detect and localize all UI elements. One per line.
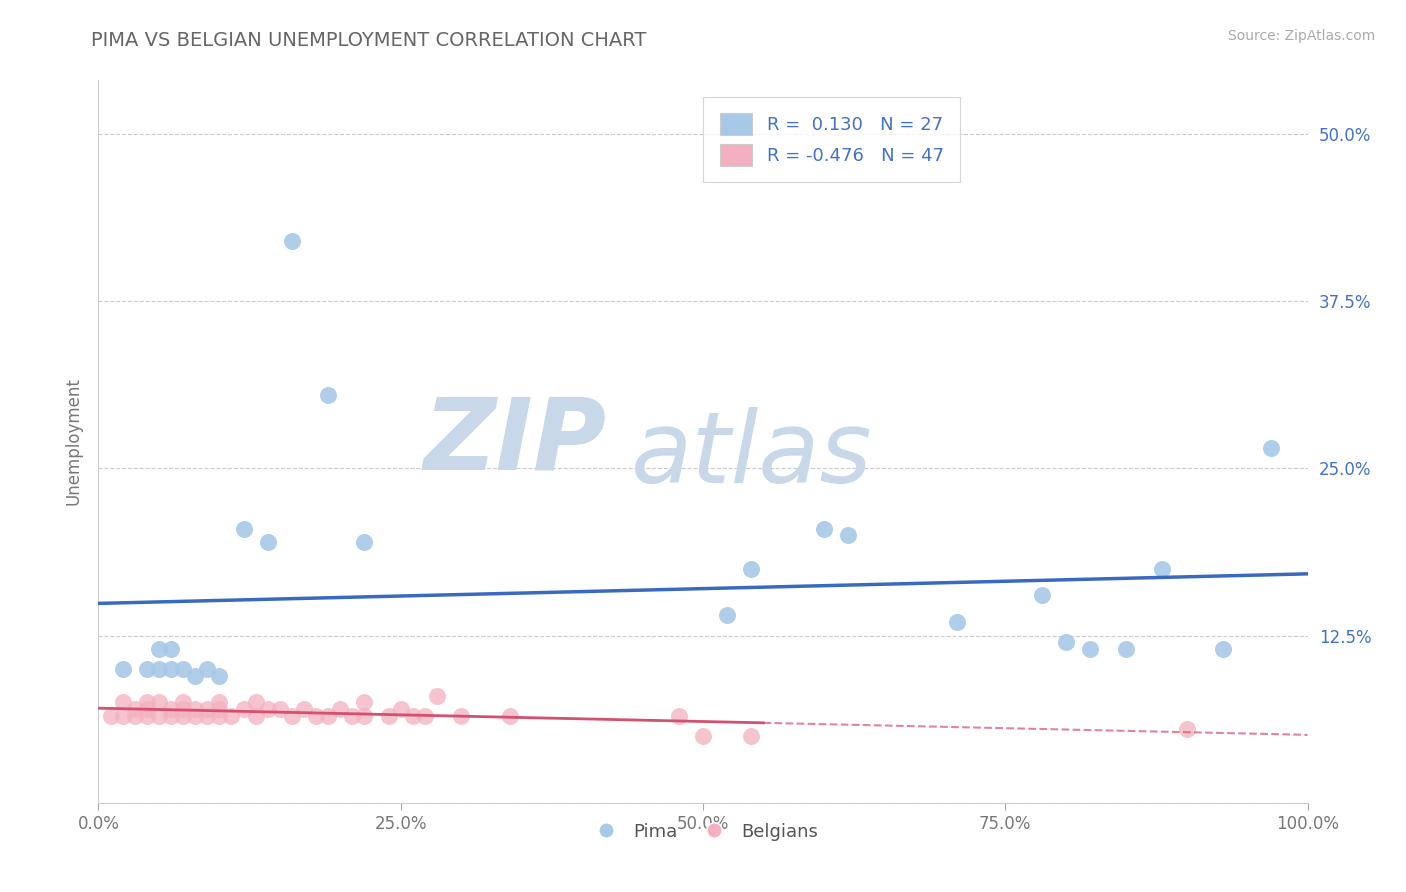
Point — [172, 662, 194, 676]
Point — [160, 642, 183, 657]
Point — [195, 702, 218, 716]
Point — [195, 708, 218, 723]
Point — [813, 521, 835, 535]
Point — [148, 642, 170, 657]
Point — [946, 615, 969, 630]
Point — [184, 702, 207, 716]
Point — [837, 528, 859, 542]
Point — [740, 562, 762, 576]
Text: PIMA VS BELGIAN UNEMPLOYMENT CORRELATION CHART: PIMA VS BELGIAN UNEMPLOYMENT CORRELATION… — [91, 31, 647, 50]
Point — [269, 702, 291, 716]
Point — [135, 702, 157, 716]
Point — [208, 669, 231, 683]
Text: Source: ZipAtlas.com: Source: ZipAtlas.com — [1227, 29, 1375, 43]
Point — [692, 729, 714, 743]
Point — [342, 708, 364, 723]
Point — [111, 662, 134, 676]
Point — [172, 708, 194, 723]
Point — [160, 708, 183, 723]
Point — [377, 708, 399, 723]
Point — [740, 729, 762, 743]
Point — [281, 234, 304, 248]
Point — [184, 708, 207, 723]
Point — [208, 696, 231, 710]
Point — [111, 708, 134, 723]
Point — [1054, 635, 1077, 649]
Point — [160, 662, 183, 676]
Text: atlas: atlas — [630, 408, 872, 505]
Point — [305, 708, 328, 723]
Point — [111, 696, 134, 710]
Point — [281, 708, 304, 723]
Point — [208, 702, 231, 716]
Point — [1175, 723, 1198, 737]
Point — [316, 708, 339, 723]
Point — [256, 534, 278, 549]
Point — [353, 708, 375, 723]
Point — [135, 662, 157, 676]
Point — [221, 708, 243, 723]
Point — [450, 708, 472, 723]
Point — [426, 689, 449, 703]
Legend: Pima, Belgians: Pima, Belgians — [581, 815, 825, 848]
Point — [195, 662, 218, 676]
Point — [232, 702, 254, 716]
Point — [329, 702, 352, 716]
Point — [245, 696, 267, 710]
Point — [1260, 442, 1282, 455]
Point — [148, 708, 170, 723]
Point — [256, 702, 278, 716]
Point — [135, 708, 157, 723]
Point — [148, 662, 170, 676]
Point — [498, 708, 520, 723]
Point — [245, 708, 267, 723]
Point — [232, 521, 254, 535]
Point — [716, 608, 738, 623]
Point — [124, 708, 146, 723]
Point — [389, 702, 412, 716]
Point — [172, 702, 194, 716]
Y-axis label: Unemployment: Unemployment — [65, 377, 83, 506]
Point — [124, 702, 146, 716]
Point — [100, 708, 122, 723]
Point — [1031, 589, 1053, 603]
Point — [172, 696, 194, 710]
Point — [1212, 642, 1234, 657]
Point — [1078, 642, 1101, 657]
Point — [1152, 562, 1174, 576]
Point — [160, 702, 183, 716]
Point — [668, 708, 690, 723]
Point — [1115, 642, 1137, 657]
Text: ZIP: ZIP — [423, 393, 606, 490]
Point — [316, 387, 339, 401]
Point — [353, 534, 375, 549]
Point — [135, 696, 157, 710]
Point — [413, 708, 436, 723]
Point — [184, 669, 207, 683]
Point — [402, 708, 425, 723]
Point — [292, 702, 315, 716]
Point — [148, 696, 170, 710]
Point — [208, 708, 231, 723]
Point — [353, 696, 375, 710]
